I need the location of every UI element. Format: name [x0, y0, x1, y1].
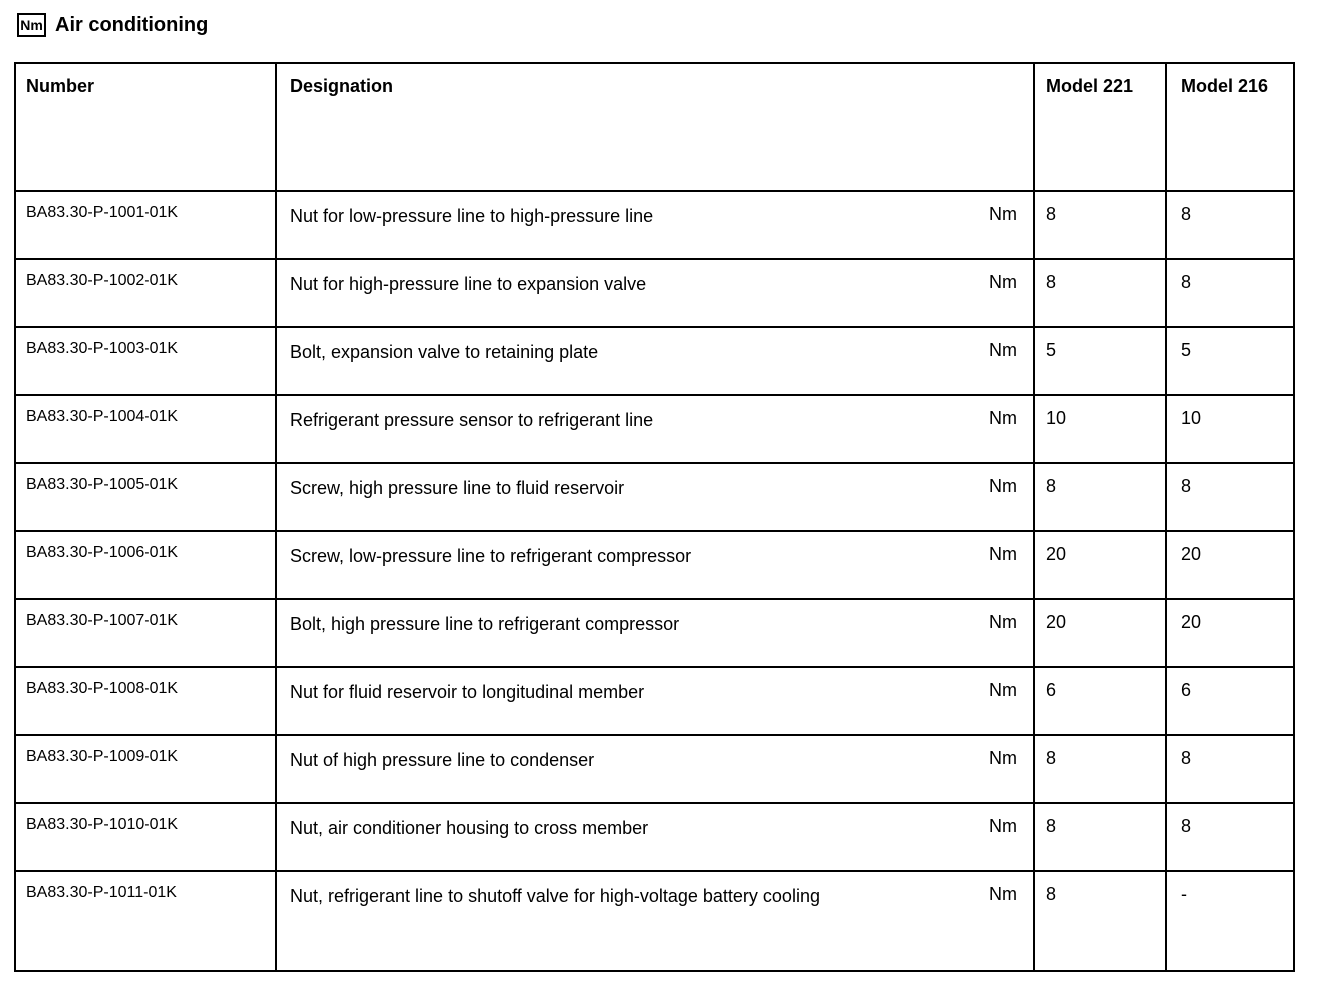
table-row: BA83.30-P-1009-01K Nut of high pressure …: [16, 734, 1293, 802]
header-number: Number: [16, 64, 277, 190]
designation-text: Nut of high pressure line to condenser: [290, 750, 595, 770]
row-number: BA83.30-P-1011-01K: [16, 872, 277, 970]
title-bar: Nm Air conditioning: [17, 13, 1328, 37]
model-221-value: 8: [1035, 192, 1167, 258]
row-number: BA83.30-P-1009-01K: [16, 736, 277, 802]
table-header-row: Number Designation Model 221 Model 216: [16, 64, 1293, 190]
table-row: BA83.30-P-1004-01K Refrigerant pressure …: [16, 394, 1293, 462]
designation-text: Bolt, expansion valve to retaining plate: [290, 342, 599, 362]
unit-label: Nm: [989, 884, 1017, 904]
row-designation: Bolt, expansion valve to retaining plate…: [277, 328, 1035, 394]
model-216-value: 8: [1181, 204, 1192, 224]
table-row: BA83.30-P-1003-01K Bolt, expansion valve…: [16, 326, 1293, 394]
model-216-value: 6: [1181, 680, 1192, 700]
model-216-value: 8: [1181, 748, 1192, 768]
nm-unit-icon: Nm: [17, 13, 46, 37]
row-designation: Nut for low-pressure line to high-pressu…: [277, 192, 1035, 258]
model-221-value: 10: [1035, 396, 1167, 462]
row-designation: Screw, high pressure line to fluid reser…: [277, 464, 1035, 530]
row-number: BA83.30-P-1001-01K: [16, 192, 277, 258]
unit-label: Nm: [989, 340, 1017, 360]
unit-label: Nm: [989, 272, 1017, 292]
model-221-value: 5: [1035, 328, 1167, 394]
unit-label: Nm: [989, 408, 1017, 428]
table-row: BA83.30-P-1008-01K Nut for fluid reservo…: [16, 666, 1293, 734]
designation-text: Screw, low-pressure line to refrigerant …: [290, 546, 692, 566]
table-row: BA83.30-P-1006-01K Screw, low-pressure l…: [16, 530, 1293, 598]
designation-text: Bolt, high pressure line to refrigerant …: [290, 614, 680, 634]
table-row: BA83.30-P-1001-01K Nut for low-pressure …: [16, 190, 1293, 258]
row-designation: Nut for high-pressure line to expansion …: [277, 260, 1035, 326]
model-216-value: 8: [1181, 272, 1192, 292]
header-model-216: Model 216: [1181, 76, 1269, 96]
row-number: BA83.30-P-1008-01K: [16, 668, 277, 734]
model-216-value: 20: [1181, 612, 1202, 632]
row-designation: Nut, refrigerant line to shutoff valve f…: [277, 872, 1035, 970]
row-number: BA83.30-P-1010-01K: [16, 804, 277, 870]
row-designation: Screw, low-pressure line to refrigerant …: [277, 532, 1035, 598]
unit-label: Nm: [989, 680, 1017, 700]
row-number: BA83.30-P-1003-01K: [16, 328, 277, 394]
model-221-value: 8: [1035, 464, 1167, 530]
row-designation: Nut for fluid reservoir to longitudinal …: [277, 668, 1035, 734]
designation-text: Nut, air conditioner housing to cross me…: [290, 818, 649, 838]
row-number: BA83.30-P-1006-01K: [16, 532, 277, 598]
designation-text: Nut for low-pressure line to high-pressu…: [290, 206, 654, 226]
row-designation: Nut of high pressure line to condenser N…: [277, 736, 1035, 802]
model-221-value: 8: [1035, 804, 1167, 870]
row-number: BA83.30-P-1005-01K: [16, 464, 277, 530]
model-216-value: 20: [1181, 544, 1202, 564]
model-221-value: 8: [1035, 736, 1167, 802]
model-216-value: 8: [1181, 476, 1192, 496]
model-221-value: 8: [1035, 872, 1167, 970]
row-designation: Refrigerant pressure sensor to refrigera…: [277, 396, 1035, 462]
designation-text: Nut for fluid reservoir to longitudinal …: [290, 682, 645, 702]
designation-text: Refrigerant pressure sensor to refrigera…: [290, 410, 654, 430]
unit-label: Nm: [989, 204, 1017, 224]
table-row: BA83.30-P-1010-01K Nut, air conditioner …: [16, 802, 1293, 870]
unit-label: Nm: [989, 612, 1017, 632]
torque-table: Number Designation Model 221 Model 216 B…: [14, 62, 1295, 972]
unit-label: Nm: [989, 748, 1017, 768]
table-row: BA83.30-P-1005-01K Screw, high pressure …: [16, 462, 1293, 530]
table-row: BA83.30-P-1011-01K Nut, refrigerant line…: [16, 870, 1293, 970]
model-221-value: 20: [1035, 532, 1167, 598]
model-216-value: 10: [1181, 408, 1202, 428]
document-page: Nm Air conditioning Number Designation M…: [14, 13, 1328, 972]
header-designation: Designation: [277, 64, 1035, 190]
model-221-value: 20: [1035, 600, 1167, 666]
unit-label: Nm: [989, 476, 1017, 496]
row-number: BA83.30-P-1007-01K: [16, 600, 277, 666]
model-216-value: 5: [1181, 340, 1192, 360]
designation-text: Nut, refrigerant line to shutoff valve f…: [290, 886, 820, 906]
model-221-value: 6: [1035, 668, 1167, 734]
header-model-221: Model 221: [1035, 64, 1167, 190]
row-designation: Nut, air conditioner housing to cross me…: [277, 804, 1035, 870]
table-row: BA83.30-P-1007-01K Bolt, high pressure l…: [16, 598, 1293, 666]
designation-text: Screw, high pressure line to fluid reser…: [290, 478, 625, 498]
unit-label: Nm: [989, 816, 1017, 836]
row-designation: Bolt, high pressure line to refrigerant …: [277, 600, 1035, 666]
row-number: BA83.30-P-1004-01K: [16, 396, 277, 462]
model-216-value: 8: [1181, 816, 1192, 836]
model-221-value: 8: [1035, 260, 1167, 326]
row-number: BA83.30-P-1002-01K: [16, 260, 277, 326]
unit-label: Nm: [989, 544, 1017, 564]
model-216-value: -: [1181, 884, 1187, 904]
table-row: BA83.30-P-1002-01K Nut for high-pressure…: [16, 258, 1293, 326]
page-title: Air conditioning: [55, 13, 209, 36]
designation-text: Nut for high-pressure line to expansion …: [290, 274, 647, 294]
